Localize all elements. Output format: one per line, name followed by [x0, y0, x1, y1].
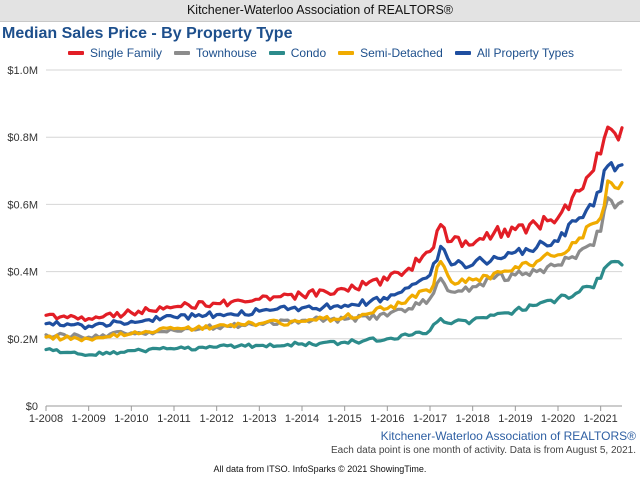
- y-tick-label: $0.2M: [7, 334, 38, 346]
- x-tick-label: 1-2018: [456, 413, 490, 425]
- source-label: Kitchener-Waterloo Association of REALTO…: [380, 429, 636, 443]
- chart-legend: Single Family Townhouse Condo Semi-Detac…: [68, 45, 586, 61]
- legend-swatch: [68, 51, 84, 55]
- x-tick-label: 1-2020: [541, 413, 575, 425]
- x-tick-label: 1-2010: [114, 413, 148, 425]
- y-tick-label: $0.8M: [7, 132, 38, 144]
- legend-item-single-family[interactable]: Single Family: [68, 46, 162, 60]
- series-line-semi-detached: [44, 179, 624, 343]
- legend-item-condo[interactable]: Condo: [268, 46, 327, 60]
- y-tick-label: $1.0M: [7, 65, 38, 77]
- x-tick-label: 1-2019: [498, 413, 532, 425]
- legend-swatch: [454, 51, 471, 55]
- legend-label: Semi-Detached: [360, 46, 443, 60]
- y-tick-label: $0.4M: [7, 267, 38, 279]
- x-tick-label: 1-2011: [157, 413, 190, 425]
- legend-swatch: [268, 51, 285, 55]
- series-line-townhouse: [44, 196, 624, 341]
- legend-label: Single Family: [90, 46, 163, 60]
- chart-title: Median Sales Price - By Property Type: [2, 25, 293, 42]
- legend-item-all-property-types[interactable]: All Property Types: [454, 46, 574, 60]
- x-tick-label: 1-2009: [72, 413, 106, 425]
- legend-label: All Property Types: [476, 46, 574, 60]
- series-line-condo: [44, 259, 624, 357]
- legend-item-semi-detached[interactable]: Semi-Detached: [338, 46, 443, 60]
- legend-label: Townhouse: [196, 46, 257, 60]
- x-tick-label: 1-2016: [370, 413, 404, 425]
- x-tick-label: 1-2012: [200, 413, 234, 425]
- header-bar: Kitchener-Waterloo Association of REALTO…: [0, 0, 640, 22]
- data-note: Each data point is one month of activity…: [331, 445, 636, 456]
- x-tick-label: 1-2017: [413, 413, 447, 425]
- legend-label: Condo: [290, 46, 327, 60]
- x-tick-label: 1-2021: [584, 413, 618, 425]
- x-tick-label: 1-2013: [242, 413, 276, 425]
- series-line-all-property-types: [44, 161, 624, 331]
- y-tick-label: $0: [26, 401, 38, 413]
- y-tick-label: $0.6M: [7, 199, 38, 211]
- legend-item-townhouse[interactable]: Townhouse: [174, 46, 257, 60]
- x-tick-label: 1-2015: [328, 413, 362, 425]
- organization-name: Kitchener-Waterloo Association of REALTO…: [186, 3, 454, 17]
- series-line-single-family: [44, 125, 624, 322]
- x-tick-label: 1-2008: [29, 413, 63, 425]
- data-credit: All data from ITSO. InfoSparks © 2021 Sh…: [213, 464, 427, 474]
- x-tick-label: 1-2014: [285, 413, 319, 425]
- legend-swatch: [174, 51, 191, 55]
- legend-swatch: [338, 51, 355, 55]
